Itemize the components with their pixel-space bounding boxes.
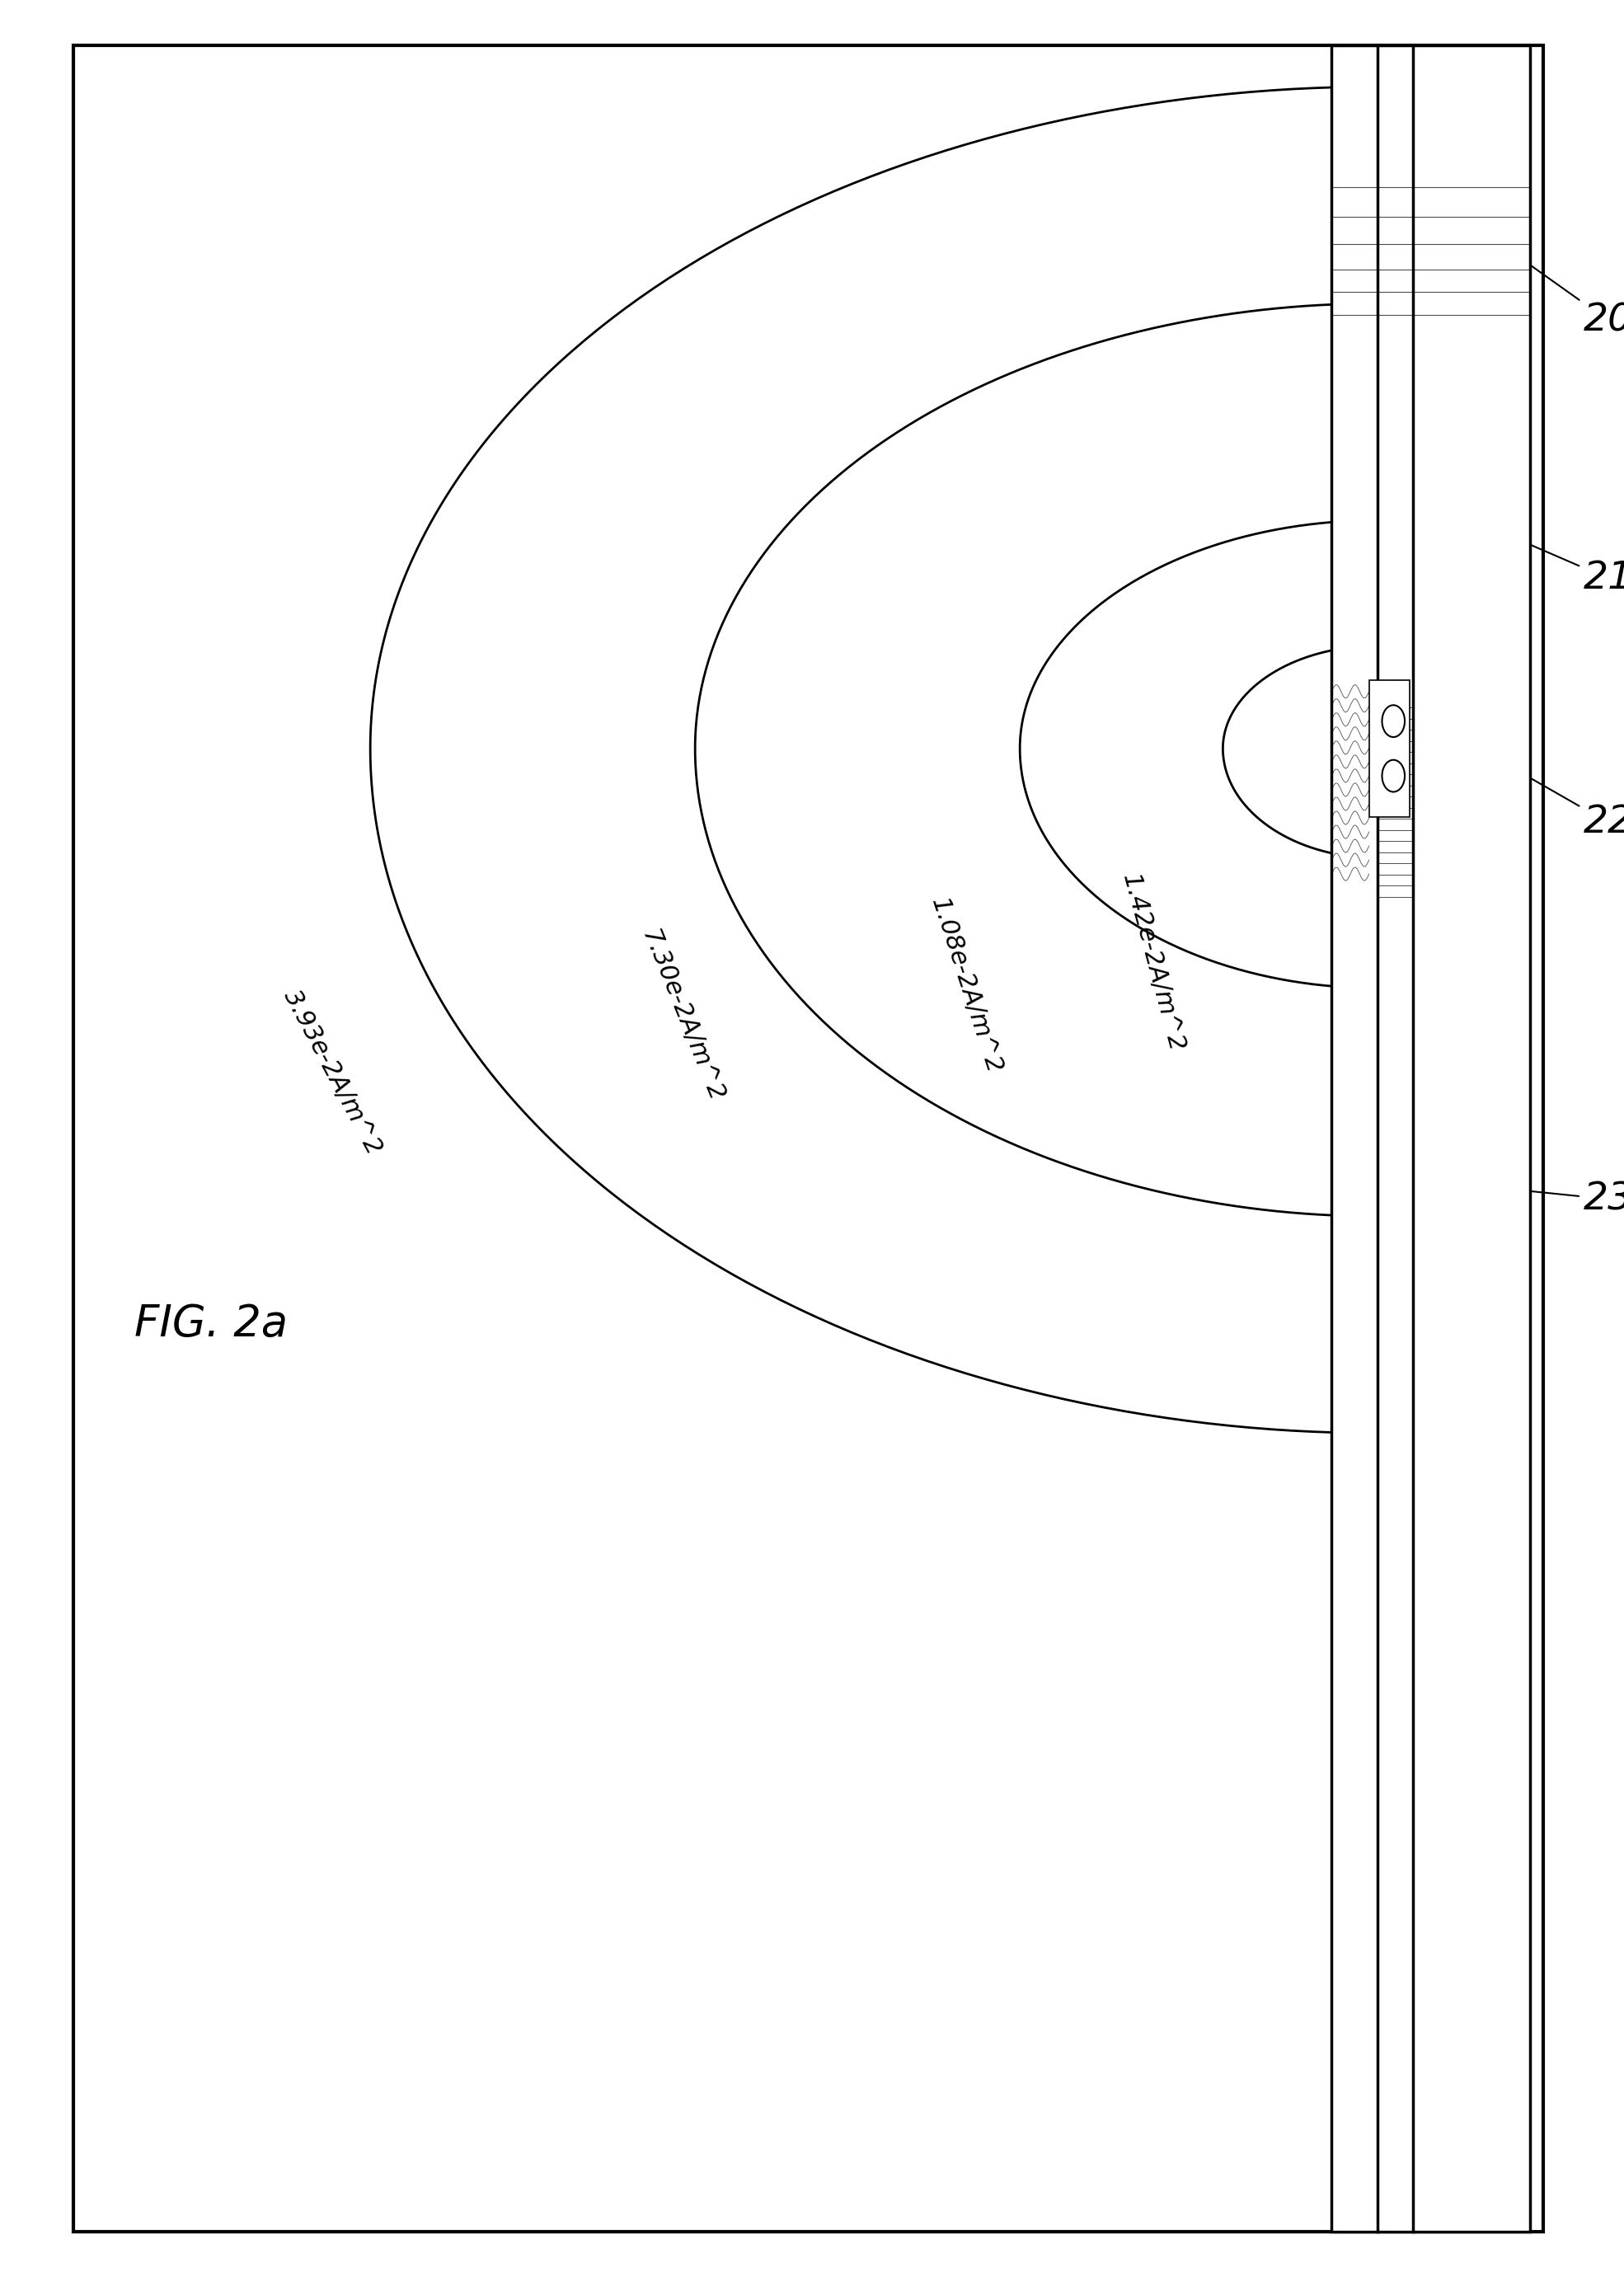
Text: 23: 23 [1488,1180,1624,1219]
Text: 1.08e-2A/m^2: 1.08e-2A/m^2 [927,895,1005,1077]
Text: 21: 21 [1528,543,1624,598]
Bar [1332,46,1530,2232]
Text: FIG. 2a: FIG. 2a [135,1303,287,1344]
Text: 3.93e-2A/m^2: 3.93e-2A/m^2 [279,986,387,1159]
Bar [1369,680,1410,817]
Text: 22: 22 [1528,776,1624,842]
Text: 1.42e-2A/m^2: 1.42e-2A/m^2 [1117,872,1189,1054]
Text: 7.30e-2A/m^2: 7.30e-2A/m^2 [637,926,728,1104]
Text: 20: 20 [1528,265,1624,340]
